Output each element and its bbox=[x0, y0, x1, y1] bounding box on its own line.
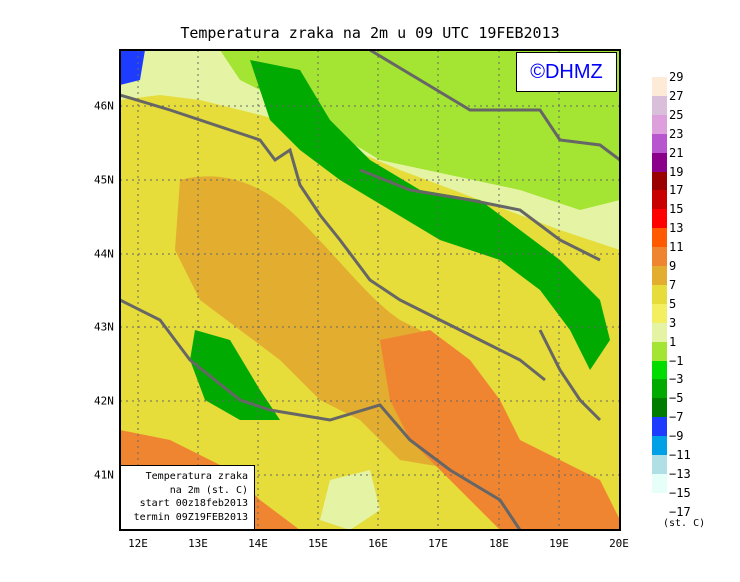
legend-swatch bbox=[652, 436, 667, 456]
x-tick-label: 16E bbox=[368, 537, 388, 550]
legend-label: 7 bbox=[669, 277, 677, 292]
legend-label: 3 bbox=[669, 315, 677, 330]
y-tick-label: 41N bbox=[94, 468, 114, 482]
legend-swatch bbox=[652, 152, 667, 172]
legend-label: 17 bbox=[669, 183, 684, 198]
legend-label: 27 bbox=[669, 88, 684, 103]
legend-label: 15 bbox=[669, 202, 684, 217]
legend-label: −17 bbox=[669, 504, 691, 519]
legend-swatch bbox=[652, 247, 667, 267]
legend-label: 11 bbox=[669, 240, 684, 255]
grid-lines bbox=[120, 50, 620, 530]
legend-swatch bbox=[652, 379, 667, 399]
y-tick-label: 46N bbox=[94, 99, 114, 113]
legend-swatch bbox=[652, 190, 667, 210]
legend-label: 1 bbox=[669, 334, 677, 349]
legend-swatch bbox=[652, 322, 667, 343]
y-tick-label: 43N bbox=[94, 320, 114, 334]
legend-unit: (st. C) bbox=[663, 518, 706, 529]
legend-label: 5 bbox=[669, 296, 677, 311]
legend-label: 9 bbox=[669, 259, 677, 273]
legend-swatch bbox=[652, 95, 667, 116]
legend-label: 21 bbox=[669, 145, 684, 160]
legend-label: −11 bbox=[669, 448, 691, 462]
cold-zone-4 bbox=[120, 50, 145, 85]
legend-label: −15 bbox=[669, 485, 691, 500]
legend-swatch bbox=[652, 360, 667, 380]
legend-label: 13 bbox=[669, 221, 684, 236]
legend-swatch bbox=[652, 455, 667, 475]
legend-swatch bbox=[652, 341, 667, 361]
legend-swatch bbox=[652, 114, 667, 135]
legend-swatch bbox=[652, 133, 667, 154]
legend-label: −13 bbox=[669, 466, 691, 481]
legend-label: 23 bbox=[669, 126, 684, 141]
legend-label: −5 bbox=[669, 391, 684, 406]
legend-label: −3 bbox=[669, 372, 684, 387]
x-tick-label: 15E bbox=[308, 537, 328, 550]
x-tick-label: 13E bbox=[188, 537, 208, 550]
legend-label: 25 bbox=[669, 107, 684, 122]
coastline bbox=[120, 50, 620, 530]
y-tick-label: 44N bbox=[94, 247, 114, 261]
legend-label: −7 bbox=[669, 410, 684, 425]
x-tick-label: 19E bbox=[549, 537, 569, 550]
info-line: na 2m (st. C) bbox=[169, 484, 248, 496]
legend-swatch bbox=[652, 303, 667, 324]
info-box: Temperatura zraka na 2m (st. C) start 00… bbox=[120, 465, 255, 530]
info-line: start 00z18feb2013 bbox=[139, 498, 248, 509]
legend-swatch bbox=[652, 209, 667, 229]
x-tick-label: 18E bbox=[489, 537, 509, 550]
legend-label: 29 bbox=[669, 70, 684, 84]
legend-swatch bbox=[652, 398, 667, 418]
map-title: Temperatura zraka na 2m u 09 UTC 19FEB20… bbox=[180, 24, 560, 42]
info-line: termin 09Z19FEB2013 bbox=[133, 511, 248, 523]
legend-swatch bbox=[652, 417, 667, 437]
legend-swatch bbox=[652, 266, 667, 286]
legend-swatch bbox=[652, 473, 667, 494]
warm-zone-2 bbox=[380, 330, 620, 530]
cold-zone-5 bbox=[320, 470, 380, 530]
legend-swatch bbox=[652, 171, 667, 191]
dhmz-logo: ©DHMZ bbox=[516, 52, 617, 92]
legend-swatch bbox=[652, 77, 667, 97]
legend-swatch bbox=[652, 284, 667, 305]
x-tick-label: 14E bbox=[248, 537, 268, 550]
y-tick-label: 45N bbox=[94, 173, 114, 187]
cold-zone-islands bbox=[190, 330, 280, 420]
legend-label: −9 bbox=[669, 429, 684, 444]
legend-label: −1 bbox=[669, 353, 684, 368]
x-tick-label: 20E bbox=[609, 537, 629, 550]
x-tick-label: 17E bbox=[428, 537, 448, 550]
legend-label: 19 bbox=[669, 164, 684, 179]
info-line: Temperatura zraka bbox=[145, 471, 248, 482]
x-tick-label: 12E bbox=[128, 537, 148, 550]
map-frame bbox=[119, 49, 621, 531]
y-tick-label: 42N bbox=[94, 394, 114, 408]
cold-zone-3 bbox=[250, 60, 610, 370]
legend-swatch bbox=[652, 228, 667, 248]
